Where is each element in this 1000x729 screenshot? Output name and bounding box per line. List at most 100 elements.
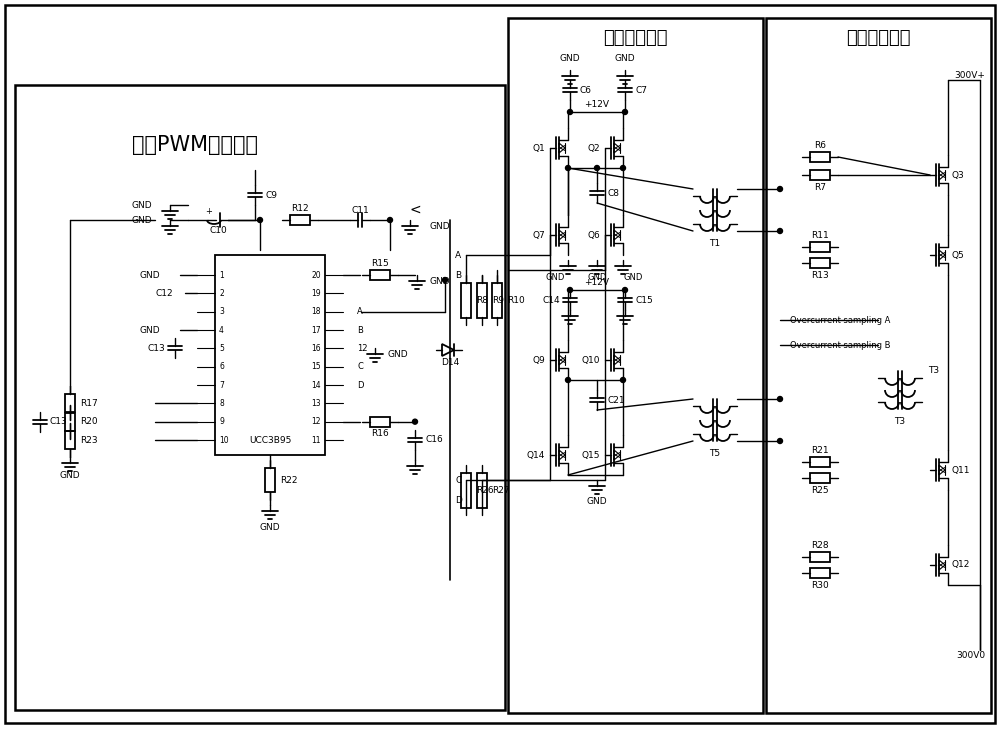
Text: Q2: Q2 (587, 144, 600, 152)
Bar (265, 468, 275, 492)
Text: R9: R9 (492, 295, 504, 305)
Circle shape (413, 419, 418, 424)
Circle shape (778, 397, 782, 402)
Text: C13: C13 (147, 344, 165, 353)
Text: C6: C6 (580, 85, 592, 95)
Text: 16: 16 (311, 344, 321, 353)
Text: D: D (357, 381, 364, 389)
Text: T3: T3 (928, 365, 939, 375)
Bar (766, 18, 991, 713)
Text: Q1: Q1 (532, 144, 545, 152)
Text: C11: C11 (351, 206, 369, 214)
Text: C9: C9 (265, 190, 277, 200)
Text: R27: R27 (492, 486, 510, 494)
Text: C15: C15 (635, 295, 653, 305)
Text: 7: 7 (219, 381, 224, 389)
Text: Q3: Q3 (952, 171, 965, 179)
Text: R26: R26 (476, 486, 494, 494)
Text: 18: 18 (312, 307, 321, 316)
Circle shape (566, 378, 570, 383)
Bar (370, 270, 390, 280)
Text: 6: 6 (219, 362, 224, 371)
Text: GND: GND (131, 216, 152, 225)
Text: R20: R20 (80, 417, 98, 426)
Text: C: C (455, 475, 461, 485)
Text: 4: 4 (219, 326, 224, 335)
Text: C21: C21 (607, 396, 625, 405)
Bar (810, 152, 830, 162)
Text: R13: R13 (811, 270, 829, 279)
Text: GND: GND (388, 350, 409, 359)
Text: Q12: Q12 (952, 561, 970, 569)
Text: 1: 1 (219, 270, 224, 279)
Text: 移相PWM控制电路: 移相PWM控制电路 (132, 135, 258, 155)
Bar (810, 258, 830, 268)
Text: R16: R16 (371, 429, 389, 438)
Text: C10: C10 (209, 225, 227, 235)
Circle shape (442, 278, 448, 283)
Text: R6: R6 (814, 141, 826, 149)
Text: Q5: Q5 (952, 251, 965, 260)
Text: R15: R15 (371, 259, 389, 268)
Bar (461, 473, 471, 508)
Bar (65, 431, 75, 449)
Text: R10: R10 (507, 295, 525, 305)
Circle shape (778, 228, 782, 233)
Bar (810, 457, 830, 467)
Circle shape (568, 287, 572, 292)
Text: R17: R17 (80, 399, 98, 408)
Text: 12: 12 (357, 344, 368, 353)
Bar (810, 170, 830, 180)
Text: T5: T5 (709, 448, 721, 458)
Text: C7: C7 (635, 85, 647, 95)
Circle shape (778, 439, 782, 443)
Bar (370, 417, 390, 426)
Text: B: B (357, 326, 363, 335)
Text: A: A (455, 251, 461, 260)
Text: Q11: Q11 (952, 466, 970, 475)
Text: D: D (455, 496, 462, 504)
Bar (508, 18, 763, 713)
Text: GND: GND (430, 222, 451, 230)
Text: R8: R8 (476, 295, 488, 305)
Text: GND: GND (587, 496, 607, 505)
Text: 13: 13 (311, 399, 321, 408)
Text: GND: GND (260, 523, 280, 531)
Text: GND: GND (623, 273, 643, 281)
Text: 20: 20 (311, 270, 321, 279)
Text: 耦合隔离电路: 耦合隔离电路 (603, 29, 667, 47)
Text: 15: 15 (311, 362, 321, 371)
Bar (461, 283, 471, 318)
Bar (15, 85, 505, 710)
Text: C14: C14 (542, 295, 560, 305)
Text: 19: 19 (311, 289, 321, 298)
Text: GND: GND (60, 470, 80, 480)
Text: Q15: Q15 (582, 451, 600, 459)
Text: Q9: Q9 (532, 356, 545, 364)
Text: A: A (357, 307, 363, 316)
Text: C8: C8 (607, 189, 619, 198)
Circle shape (566, 165, 570, 171)
Text: +12V: +12V (584, 278, 610, 286)
Bar (477, 473, 487, 508)
Text: 8: 8 (219, 399, 224, 408)
Text: GND: GND (139, 270, 160, 279)
Text: C: C (357, 362, 363, 371)
Text: <: < (409, 203, 421, 217)
Text: C16: C16 (425, 435, 443, 444)
Text: R30: R30 (811, 580, 829, 590)
Bar (290, 215, 310, 225)
Text: R21: R21 (811, 445, 829, 454)
Bar (65, 394, 75, 413)
Text: GND: GND (430, 276, 451, 286)
Circle shape (622, 109, 628, 114)
Text: Q6: Q6 (587, 230, 600, 240)
Text: +: + (206, 206, 212, 216)
Text: R22: R22 (280, 475, 298, 485)
Bar (810, 242, 830, 252)
Text: Q10: Q10 (582, 356, 600, 364)
Text: B: B (455, 270, 461, 279)
Circle shape (388, 217, 392, 222)
Bar (65, 413, 75, 431)
Circle shape (622, 287, 628, 292)
